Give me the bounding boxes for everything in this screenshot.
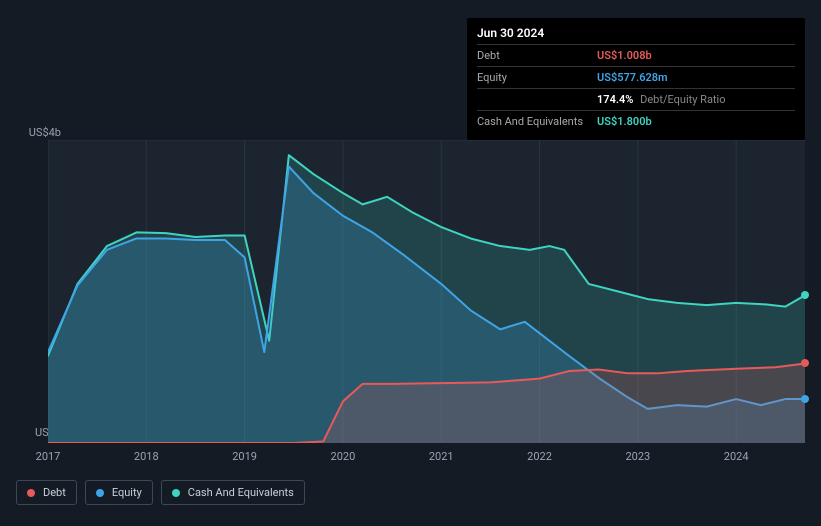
x-tick-2020: 2020 (331, 450, 356, 463)
chart-plot (48, 140, 805, 443)
x-tick-2022: 2022 (527, 450, 552, 463)
x-tick-2024: 2024 (724, 450, 749, 463)
legend-dot-equity (96, 489, 104, 497)
end-marker-equity (801, 395, 809, 403)
x-tick-2023: 2023 (625, 450, 650, 463)
y-axis-label-max: US$4b (29, 126, 61, 139)
legend-item-cash[interactable]: Cash And Equivalents (161, 480, 305, 505)
x-tick-2021: 2021 (429, 450, 454, 463)
tooltip-value-debt: US$1.008b (597, 49, 652, 62)
tooltip-label-cash: Cash And Equivalents (477, 115, 597, 128)
legend-label-equity: Equity (112, 486, 142, 499)
chart-legend: Debt Equity Cash And Equivalents (16, 480, 305, 505)
tooltip-date: Jun 30 2024 (477, 26, 795, 44)
end-marker-cash (801, 291, 809, 299)
legend-label-debt: Debt (43, 486, 66, 499)
tooltip-row-equity: Equity US$577.628m (477, 66, 795, 88)
tooltip-row-debt: Debt US$1.008b (477, 44, 795, 66)
tooltip-label-equity: Equity (477, 71, 597, 84)
tooltip-ratio-value: 174.4% (597, 93, 633, 106)
tooltip-ratio-suffix: Debt/Equity Ratio (640, 93, 725, 106)
legend-dot-debt (27, 489, 35, 497)
end-marker-debt (801, 359, 809, 367)
chart-tooltip: Jun 30 2024 Debt US$1.008b Equity US$577… (467, 18, 805, 140)
tooltip-row-cash: Cash And Equivalents US$1.800b (477, 110, 795, 132)
tooltip-value-equity: US$577.628m (597, 71, 668, 84)
tooltip-value-ratio: 174.4% Debt/Equity Ratio (597, 93, 725, 106)
legend-label-cash: Cash And Equivalents (188, 486, 294, 499)
tooltip-value-cash: US$1.800b (597, 115, 652, 128)
x-tick-2018: 2018 (134, 450, 159, 463)
x-axis: 20172018201920202021202220232024 (48, 450, 805, 470)
tooltip-row-ratio: 174.4% Debt/Equity Ratio (477, 88, 795, 110)
tooltip-label-debt: Debt (477, 49, 597, 62)
legend-dot-cash (172, 489, 180, 497)
x-tick-2017: 2017 (36, 450, 61, 463)
tooltip-label-ratio (477, 93, 597, 106)
legend-item-debt[interactable]: Debt (16, 480, 77, 505)
x-tick-2019: 2019 (232, 450, 257, 463)
legend-item-equity[interactable]: Equity (85, 480, 153, 505)
